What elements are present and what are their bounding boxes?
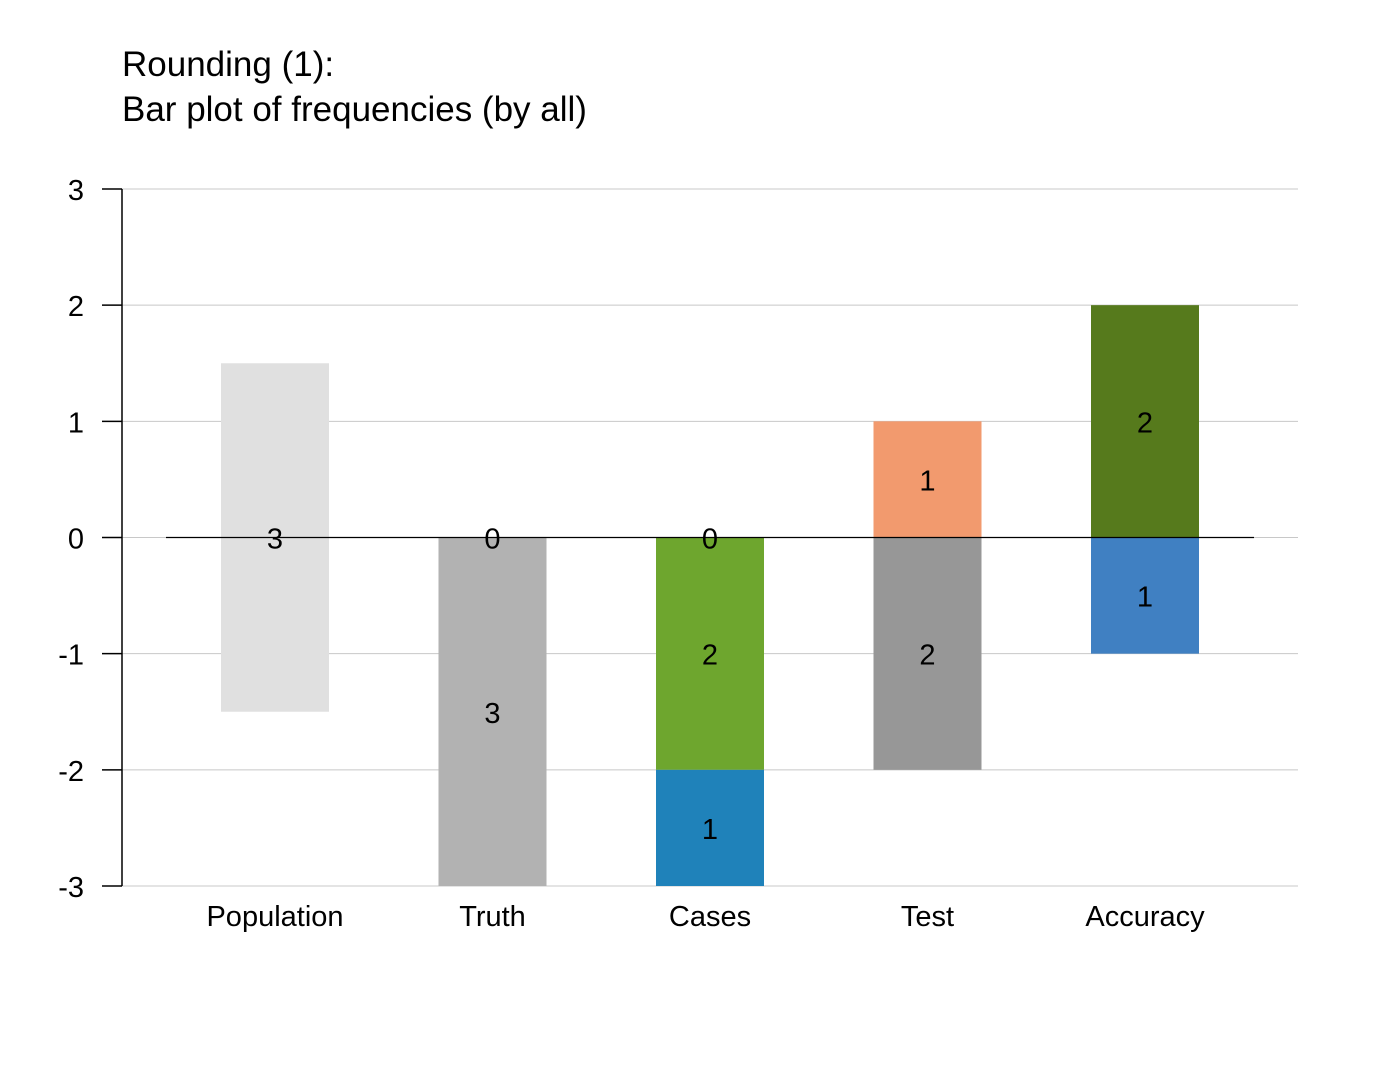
x-tick-label: Truth: [459, 901, 526, 933]
data-label: 3: [267, 524, 283, 556]
x-tick-label: Population: [206, 901, 343, 933]
bar-segment: [656, 769, 764, 886]
y-tick-label: 0: [68, 524, 84, 556]
data-label: 0: [484, 524, 500, 556]
data-label: 1: [919, 465, 935, 497]
chart-title-block: Rounding (1): Bar plot of frequencies (b…: [122, 42, 587, 132]
y-tick-label: -3: [58, 872, 84, 904]
y-tick-label: -2: [58, 756, 84, 788]
y-tick-label: 2: [68, 291, 84, 323]
bar-segment: [656, 537, 764, 770]
x-tick-label: Accuracy: [1085, 901, 1205, 933]
data-label: 3: [484, 698, 500, 730]
y-tick-label: 3: [68, 175, 84, 207]
y-tick-label: 1: [68, 407, 84, 439]
data-label: 1: [702, 814, 718, 846]
chart-title: Rounding (1):: [122, 45, 335, 84]
chart-subtitle: Bar plot of frequencies (by all): [122, 90, 587, 129]
data-label: 2: [702, 640, 718, 672]
x-tick-label: Cases: [669, 901, 751, 933]
bar-segment: [1091, 537, 1199, 654]
bar-segment: [1091, 305, 1199, 538]
y-tick-label: -1: [58, 640, 84, 672]
bar-segment: [873, 421, 982, 538]
data-label: 0: [702, 524, 718, 556]
data-label: 2: [1137, 407, 1153, 439]
bar-segment: [438, 537, 547, 886]
bar-segment: [873, 537, 982, 770]
x-tick-label: Test: [901, 901, 954, 933]
data-label: 2: [919, 640, 935, 672]
data-label: 1: [1137, 582, 1153, 614]
